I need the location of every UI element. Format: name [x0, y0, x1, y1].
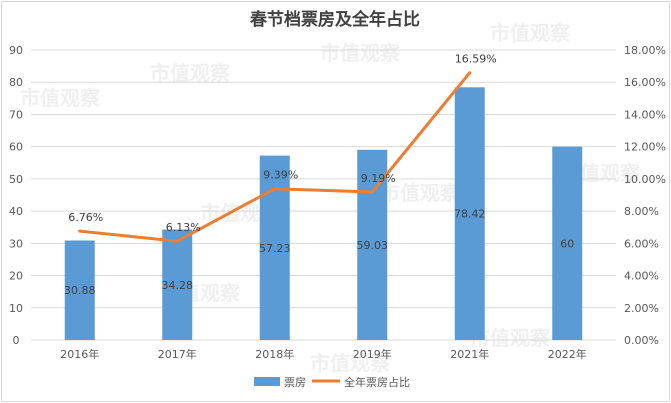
- y-tick-label: 40: [9, 205, 23, 218]
- y-tick-label: 10: [9, 302, 23, 315]
- watermark-text: 市值观察: [150, 61, 231, 85]
- watermark-text: 市值观察: [310, 351, 391, 375]
- watermark-text: 市值观察: [490, 21, 571, 45]
- bar: [454, 87, 485, 341]
- chart-title: 春节档票房及全年占比: [250, 9, 420, 30]
- y2-tick-label: 14.00%: [624, 108, 666, 121]
- line-point: [273, 187, 277, 191]
- y2-tick-label: 0.00%: [624, 334, 659, 347]
- line-point: [370, 190, 374, 194]
- y-tick-label: 70: [9, 108, 23, 121]
- y-tick-label: 50: [9, 173, 23, 186]
- watermark-text: 市值观察: [380, 181, 461, 205]
- bar-data-label: 34.28: [162, 279, 194, 292]
- x-tick-label: 2021年: [450, 347, 489, 361]
- x-tick-label: 2019年: [353, 347, 392, 361]
- line-data-label: 9.39%: [263, 169, 298, 182]
- line-data-label: 9.19%: [361, 172, 396, 185]
- y-tick-label: 90: [9, 44, 23, 57]
- y-tick-label: 60: [9, 141, 23, 154]
- line-point: [175, 239, 179, 243]
- line-point: [468, 71, 472, 75]
- bar: [552, 146, 583, 340]
- x-tick-label: 2022年: [548, 347, 587, 361]
- line-data-label: 6.13%: [166, 221, 201, 234]
- x-tick-label: 2018年: [255, 347, 294, 361]
- legend-swatch-bar: [254, 377, 280, 386]
- y-tick-label: 20: [9, 270, 23, 283]
- bar-data-label: 78.42: [454, 208, 486, 221]
- legend: 票房 全年票房占比: [254, 375, 410, 389]
- bar-data-label: 60: [560, 237, 574, 250]
- x-tick-label: 2016年: [60, 347, 99, 361]
- line-data-label: 6.76%: [68, 211, 103, 224]
- line-point: [78, 229, 82, 233]
- y2-tick-label: 2.00%: [624, 302, 659, 315]
- watermark-text: 市值观察: [320, 41, 401, 65]
- y2-tick-label: 16.00%: [624, 76, 666, 89]
- legend-label-line: 全年票房占比: [344, 375, 410, 389]
- y2-tick-label: 4.00%: [624, 270, 659, 283]
- watermark-text: 市值观察: [20, 86, 101, 110]
- line-data-label: 16.59%: [455, 53, 497, 66]
- bar: [162, 229, 193, 340]
- bar: [64, 240, 95, 340]
- y-tick-label: 30: [9, 237, 23, 250]
- bar-data-label: 59.03: [357, 239, 389, 252]
- y2-tick-label: 6.00%: [624, 237, 659, 250]
- y2-tick-label: 12.00%: [624, 141, 666, 154]
- bar: [259, 155, 290, 340]
- y-tick-label: 80: [9, 76, 23, 89]
- y2-tick-label: 8.00%: [624, 205, 659, 218]
- bar-data-label: 30.88: [64, 284, 96, 297]
- y2-tick-label: 10.00%: [624, 173, 666, 186]
- y-tick-label: 0: [13, 334, 20, 347]
- legend-label-bar: 票房: [284, 376, 306, 389]
- x-tick-label: 2017年: [158, 347, 197, 361]
- bar-data-label: 57.23: [259, 242, 291, 255]
- y2-tick-label: 18.00%: [624, 44, 666, 57]
